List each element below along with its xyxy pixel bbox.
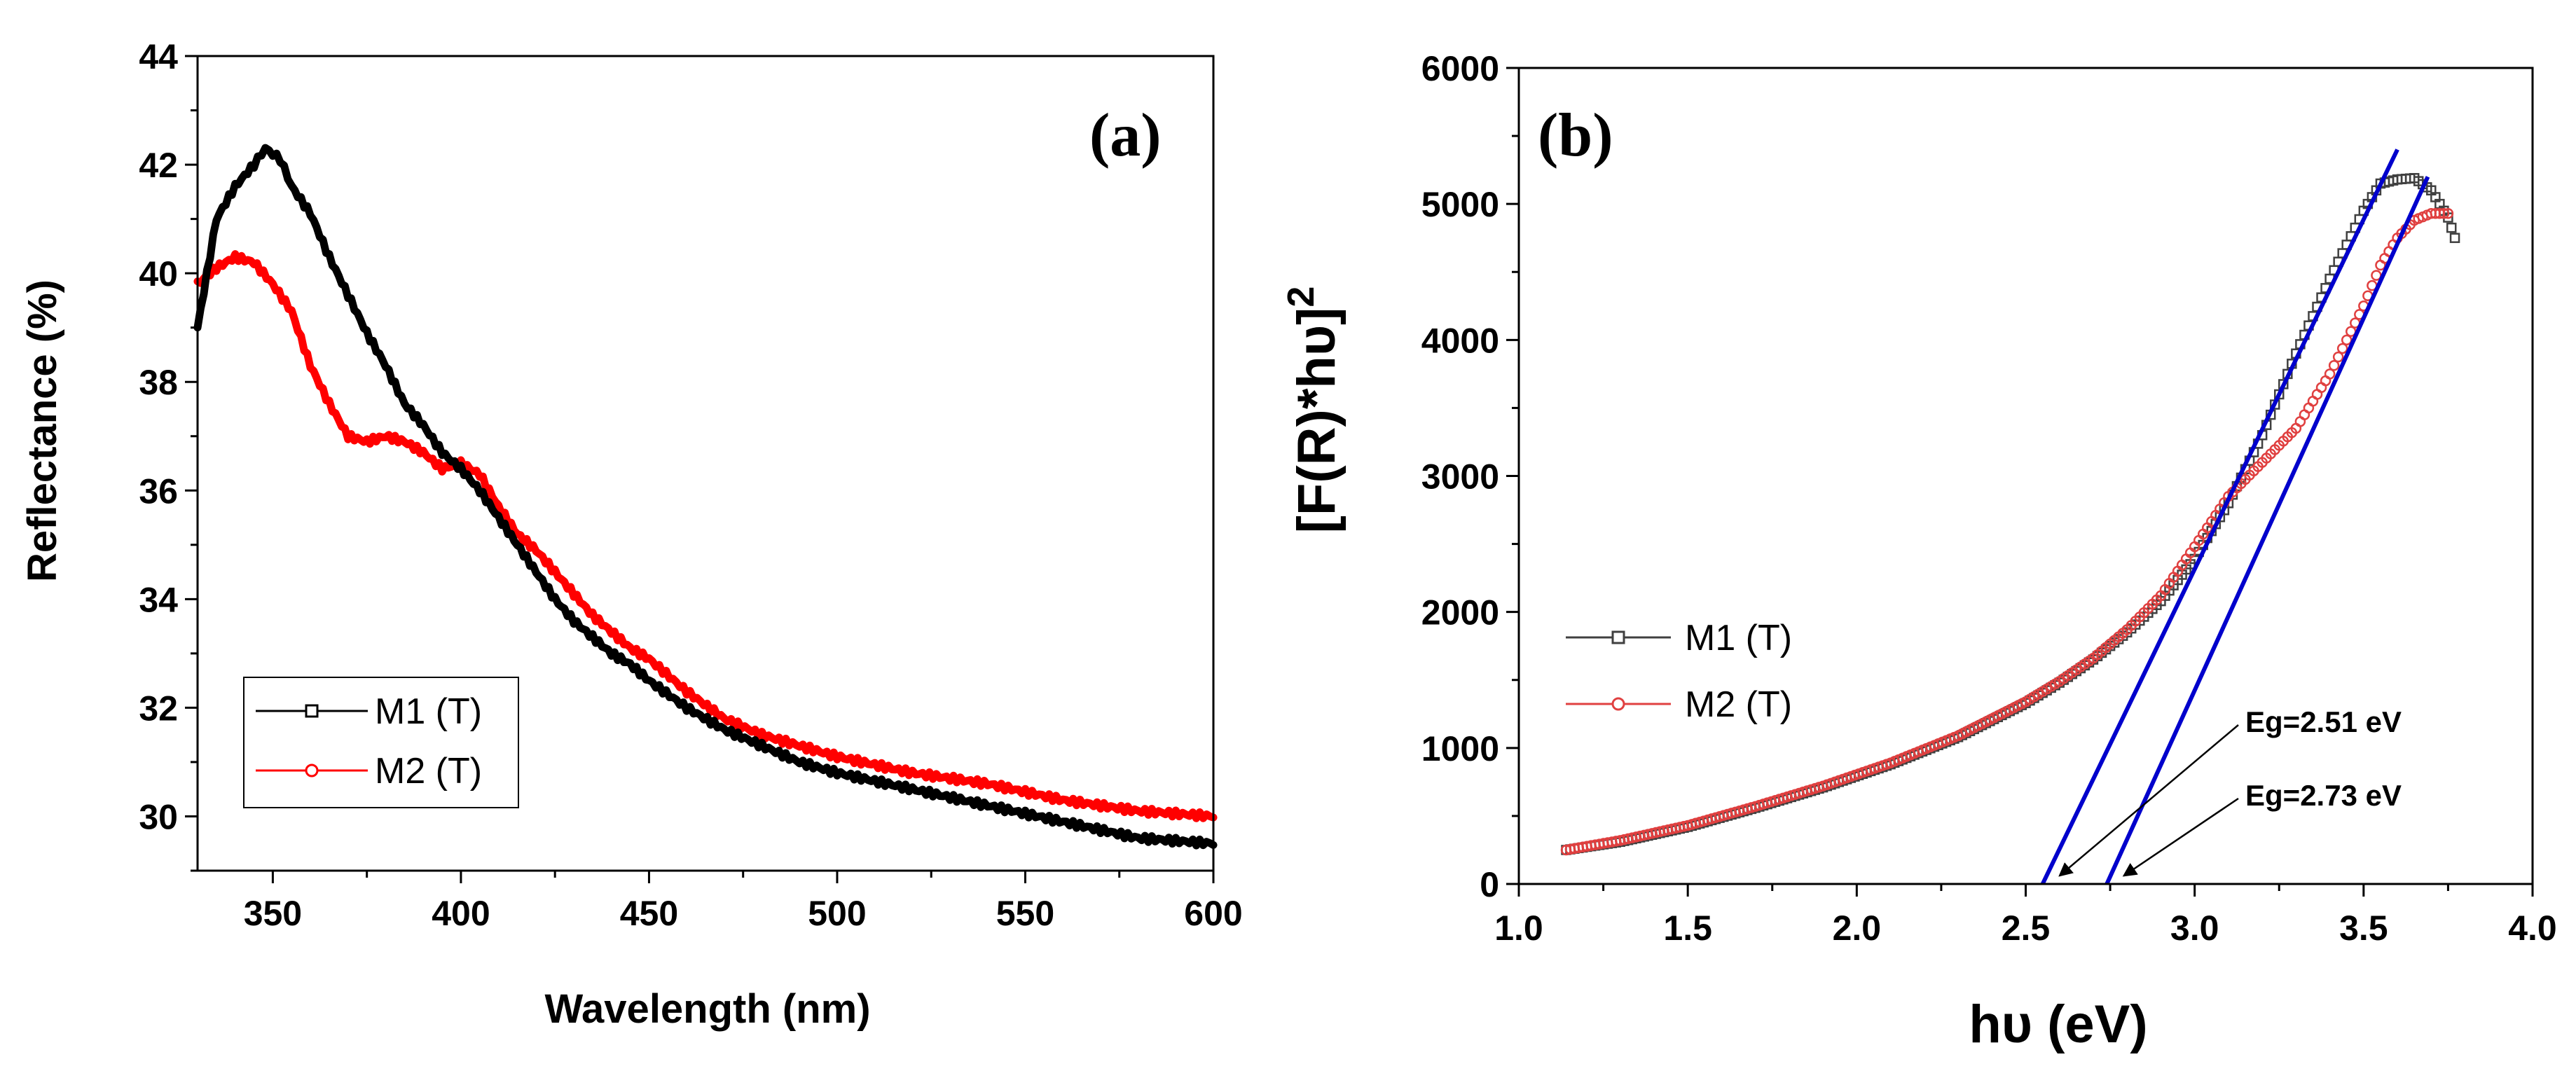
panel-a-y-tick-label: 42 xyxy=(139,146,178,185)
panel-b-y-axis: 0 1000 2000 3000 4000 5000 6000 xyxy=(1421,49,1519,904)
panel-b-legend-m2-label: M2 (T) xyxy=(1685,684,1792,725)
panel-a-y-tick-label: 36 xyxy=(139,471,178,511)
panel-b-point-m2 xyxy=(2442,208,2454,219)
panel-a-legend-m2-marker xyxy=(305,763,319,778)
panel-b-x-tick-label: 2.0 xyxy=(1833,908,1882,948)
panel-a-tag: (a) xyxy=(1089,102,1162,170)
panel-b-point-m2 xyxy=(2336,343,2348,354)
panel-b-legend-m1-marker xyxy=(1611,630,1625,644)
panel-b-legend-m2-marker xyxy=(1611,697,1625,711)
panel-b-x-tick-label: 1.5 xyxy=(1663,908,1712,948)
panel-a-legend-m2-label: M2 (T) xyxy=(375,751,482,792)
panel-a-line-m2 xyxy=(193,250,1218,822)
panel-a-series-m2 xyxy=(193,250,1218,822)
panel-a-x-axis-title: Wavelength (nm) xyxy=(544,986,870,1032)
panel-a-legend: M1 (T) M2 (T) xyxy=(243,677,519,808)
panel-b-y-tick-label: 1000 xyxy=(1421,729,1499,768)
panel-b-x-tick-label: 2.5 xyxy=(2002,908,2051,948)
panel-b-fit-line-2 xyxy=(2105,176,2430,885)
panel-a-y-tick-label: 34 xyxy=(139,580,178,619)
panel-a-x-tick-label: 600 xyxy=(1184,894,1242,933)
panel-a-y-tick-label: 44 xyxy=(139,37,178,76)
panel-a-series-m1 xyxy=(193,144,1218,850)
panel-b-y-axis-title-sup: 2 xyxy=(1280,286,1322,307)
panel-b-y-tick-label: 3000 xyxy=(1421,457,1499,497)
panel-b-y-tick-label: 6000 xyxy=(1421,49,1499,88)
panel-b-point-m2 xyxy=(2328,359,2340,371)
panel-b-point-m2 xyxy=(2438,208,2450,219)
panel-b-x-tick-label: 3.5 xyxy=(2339,908,2388,948)
panel-b-x-axis-title: hυ (eV) xyxy=(1969,995,2147,1054)
panel-b-chart: 1.0 1.5 2.0 2.5 3.0 3.5 4.0 0 1000 2000 3000 4000 5… xyxy=(1280,49,2557,1054)
panel-b-y-tick-label: 0 xyxy=(1480,865,1499,904)
panel-b-y-axis-title-base: [F(R)*hυ] xyxy=(1287,307,1346,534)
annotation-arrow-2 xyxy=(2122,797,2239,877)
panel-b-x-tick-label: 3.0 xyxy=(2170,908,2219,948)
panel-a-x-tick-label: 450 xyxy=(620,894,678,933)
panel-a-legend-m1-label: M1 (T) xyxy=(375,691,482,732)
panel-b-series-m1 xyxy=(1561,173,2460,855)
panel-a-x-tick-label: 550 xyxy=(996,894,1054,933)
panel-a-legend-m1-marker xyxy=(305,704,319,718)
panel-b-point-m1 xyxy=(2446,222,2457,233)
panel-a-x-axis: 350 400 450 500 550 600 xyxy=(244,871,1243,933)
panel-a-x-tick-label: 400 xyxy=(432,894,490,933)
panel-b-fit-lines xyxy=(2040,148,2430,885)
panel-b-y-tick-label: 4000 xyxy=(1421,321,1499,360)
panel-b-legend-m1-label: M1 (T) xyxy=(1685,618,1792,658)
panel-a-x-tick-label: 350 xyxy=(244,894,302,933)
panel-b-tag: (b) xyxy=(1538,102,1613,170)
panel-b-annotations: Eg=2.51 eV Eg=2.73 eV xyxy=(2058,705,2402,877)
panel-a-plot-frame xyxy=(196,55,1215,872)
panel-a-x-tick-label: 500 xyxy=(808,894,866,933)
panel-b-x-tick-label: 1.0 xyxy=(1494,908,1543,948)
annotation-arrows xyxy=(2058,724,2239,877)
panel-a-y-tick-label: 32 xyxy=(139,689,178,728)
panel-b-point-m2 xyxy=(2324,368,2336,380)
panel-a-y-tick-label: 38 xyxy=(139,363,178,402)
panel-a-y-tick-label: 40 xyxy=(139,254,178,293)
panel-a-y-tick-label: 30 xyxy=(139,797,178,836)
panel-b-y-tick-label: 2000 xyxy=(1421,593,1499,633)
panel-b-point-m1 xyxy=(2449,233,2460,243)
panel-b-point-m2 xyxy=(2341,334,2353,346)
panel-b-point-m2 xyxy=(2332,351,2344,363)
panel-a-legend-box xyxy=(243,677,519,808)
panel-a-line-m1 xyxy=(193,144,1218,850)
panel-a-y-axis-title: Reflectance (%) xyxy=(20,279,65,582)
annotation-arrow-1 xyxy=(2058,724,2239,877)
panel-b-fit-line-1 xyxy=(2040,148,2399,885)
panel-b-y-tick-label: 5000 xyxy=(1421,185,1499,224)
panel-b-x-axis: 1.0 1.5 2.0 2.5 3.0 3.5 4.0 xyxy=(1494,884,2557,948)
panel-b-legend: M1 (T) M2 (T) xyxy=(1566,618,1792,725)
panel-b-y-axis-title: [F(R)*hυ]2 xyxy=(1280,286,1346,534)
panel-b-series-m2 xyxy=(1560,208,2454,856)
panel-a-y-axis: 30 32 34 36 38 40 42 44 xyxy=(139,37,198,872)
annotation-eg-m1: Eg=2.51 eV xyxy=(2245,705,2402,738)
panel-a-chart: 350 400 450 500 550 600 30 32 34 36 38 40 42 44 Wave… xyxy=(20,37,1243,1032)
annotation-eg-m2: Eg=2.73 eV xyxy=(2245,779,2402,812)
panel-b-x-tick-label: 4.0 xyxy=(2508,908,2557,948)
